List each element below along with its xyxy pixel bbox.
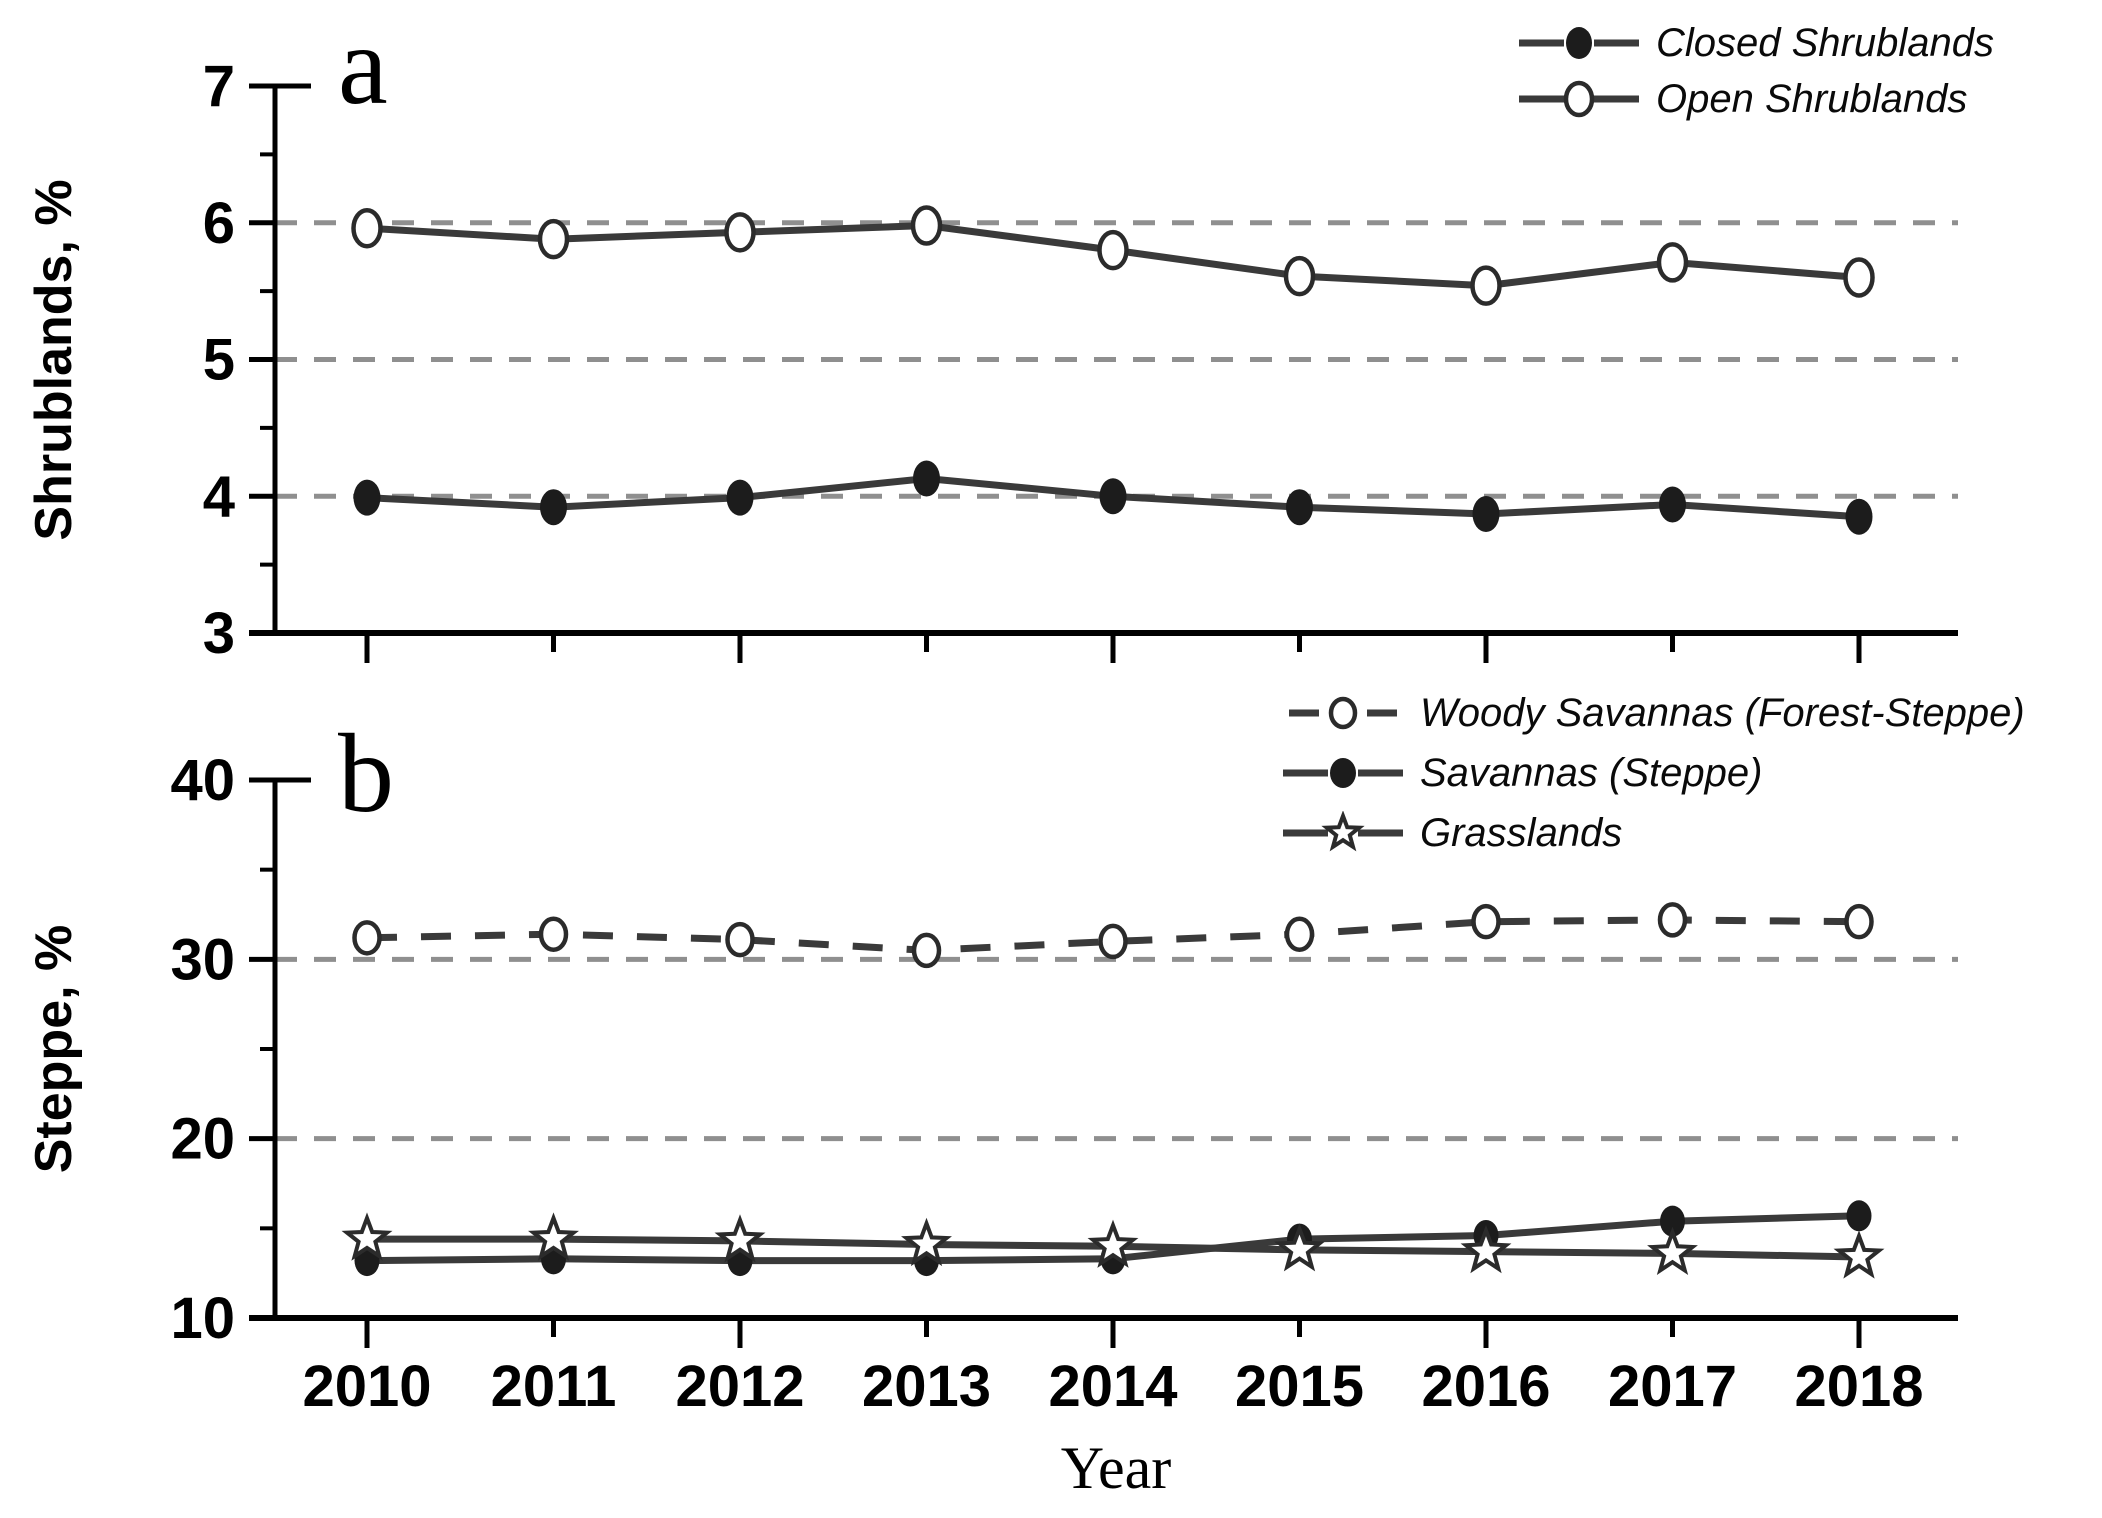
star-marker [528, 1212, 579, 1261]
open-circle-marker [1284, 916, 1315, 952]
panel-b-letter: b [338, 712, 394, 836]
filled-circle-marker [726, 479, 754, 516]
x-tick-label: 2017 [1608, 1354, 1737, 1419]
legend-label-grasslands: Grasslands [1420, 810, 1623, 855]
legend-label-savannas: Savannas (Steppe) [1420, 750, 1763, 795]
open-circle-marker [352, 920, 382, 956]
star-marker [341, 1212, 393, 1261]
y-tick-label: 6 [203, 191, 235, 256]
solid-line-filled-circle-icon [1283, 758, 1403, 788]
series-line-0 [366, 916, 1860, 954]
filled-circle-marker [1472, 496, 1500, 533]
star-marker [1833, 1230, 1885, 1279]
solid-line-open-circle-icon [1519, 80, 1639, 118]
solid-line-filled-circle-icon [1519, 27, 1639, 59]
panel-b-y-axis-title: Steppe, % [25, 924, 83, 1174]
legend-label-closed-shrublands: Closed Shrublands [1656, 20, 1994, 65]
y-tick-label: 7 [203, 54, 235, 119]
filled-circle-marker [1660, 1205, 1685, 1237]
open-circle-marker [1656, 242, 1689, 283]
open-circle-marker [537, 218, 570, 260]
open-circle-marker [724, 212, 756, 253]
open-circle-marker [725, 921, 755, 958]
legend-item-woody-savannas: Woody Savannas (Forest-Steppe) [1282, 690, 2025, 736]
filled-circle-marker [540, 489, 567, 526]
x-tick-label: 2010 [302, 1354, 431, 1419]
x-axis-title: Year [1060, 1435, 1172, 1501]
y-tick-label: 4 [203, 464, 235, 529]
legend-item-grasslands: Grasslands [1282, 810, 1622, 856]
x-tick-label: 2015 [1235, 1354, 1364, 1419]
panel-a-letter: a [338, 4, 388, 128]
y-tick-label: 40 [170, 748, 235, 813]
open-circle-marker [538, 916, 569, 952]
open-circle-marker [1283, 255, 1316, 297]
x-tick-label: 2013 [862, 1354, 991, 1419]
dashed-line-open-circle-icon [1289, 696, 1397, 730]
filled-circle-marker [1845, 498, 1873, 535]
legend-item-closed-shrublands: Closed Shrublands [1518, 20, 1994, 66]
open-circle-marker [1470, 265, 1502, 306]
y-tick-label: 30 [170, 927, 235, 992]
x-tick-label: 2018 [1794, 1354, 1923, 1419]
open-circle-marker [1843, 257, 1875, 298]
star-marker [1087, 1219, 1139, 1268]
star-marker [714, 1214, 766, 1263]
star-marker [1460, 1224, 1512, 1274]
open-circle-marker [1657, 902, 1688, 938]
filled-circle-marker [1099, 478, 1127, 515]
x-tick-label: 2014 [1048, 1354, 1177, 1419]
star-marker [901, 1217, 952, 1267]
filled-circle-marker [1286, 489, 1313, 526]
x-tick-label: 2012 [675, 1354, 804, 1419]
open-circle-marker [1471, 903, 1501, 940]
legend-item-savannas: Savannas (Steppe) [1282, 750, 1762, 796]
open-circle-marker [1844, 903, 1874, 940]
panel-a-y-axis-title: Shrublands, % [25, 179, 83, 541]
filled-circle-marker [913, 460, 940, 497]
filled-circle-marker [1659, 486, 1686, 523]
star-marker [1647, 1226, 1698, 1276]
y-tick-label: 5 [203, 328, 235, 393]
x-tick-label: 2011 [491, 1354, 617, 1419]
legend-label-open-shrublands: Open Shrublands [1656, 76, 1968, 121]
filled-circle-marker [1846, 1200, 1872, 1232]
open-circle-marker [911, 932, 942, 969]
legend-item-open-shrublands: Open Shrublands [1518, 76, 1967, 122]
filled-circle-marker [353, 479, 381, 516]
open-circle-marker [1098, 923, 1128, 960]
y-tick-label: 20 [170, 1107, 235, 1172]
star-marker [1274, 1223, 1325, 1272]
solid-line-star-icon [1283, 811, 1403, 852]
y-tick-label: 10 [170, 1286, 235, 1351]
open-circle-marker [1097, 229, 1129, 271]
x-tick-label: 2016 [1421, 1354, 1550, 1419]
open-circle-marker [351, 207, 383, 249]
open-circle-marker [910, 205, 943, 246]
y-tick-label: 3 [203, 601, 235, 666]
legend-label-woody-savannas: Woody Savannas (Forest-Steppe) [1420, 690, 2025, 735]
